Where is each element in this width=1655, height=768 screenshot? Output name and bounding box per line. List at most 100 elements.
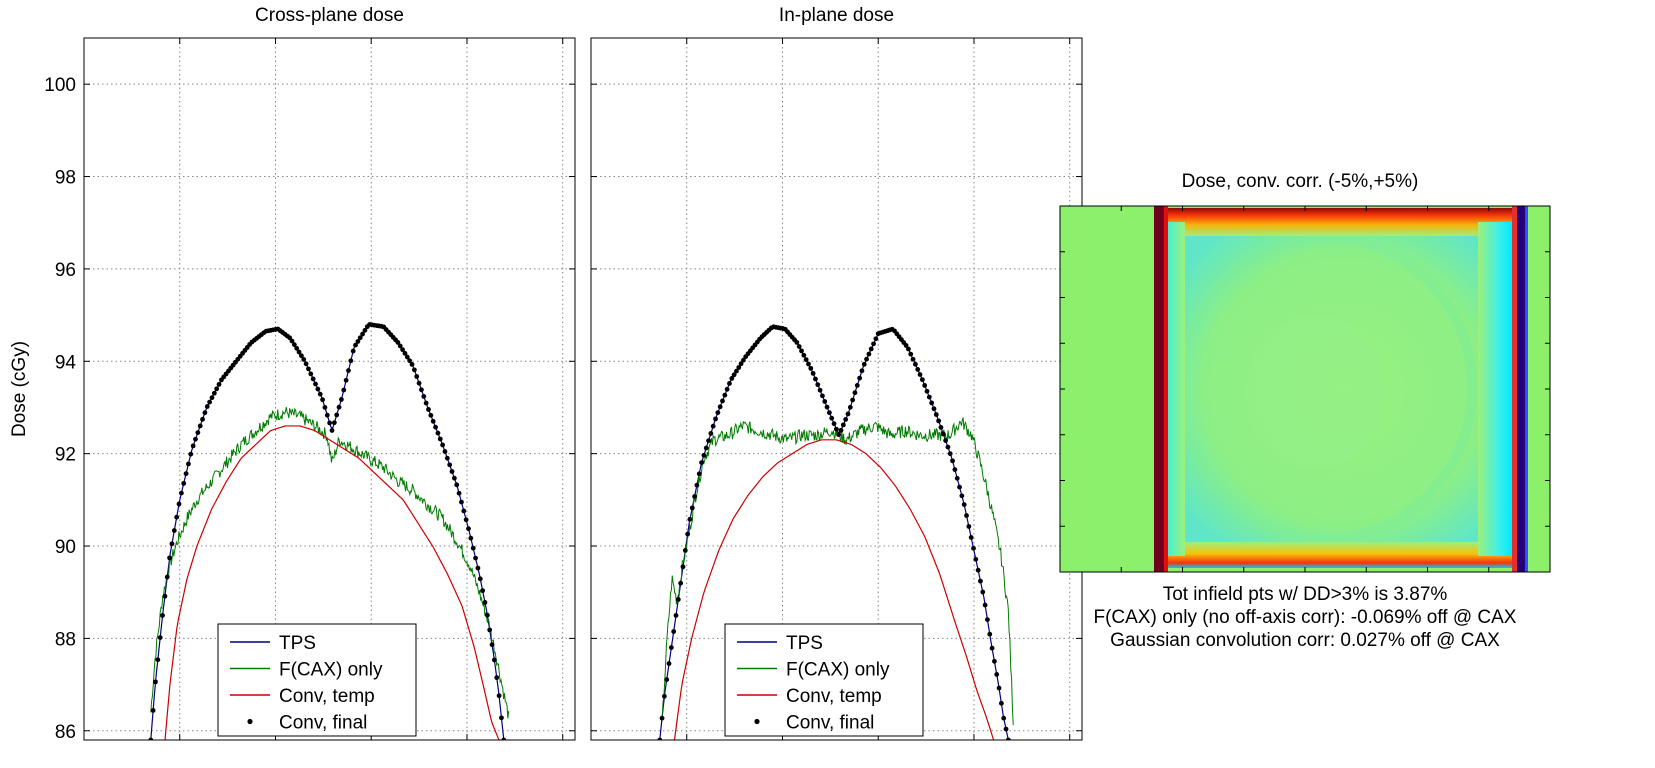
in-plane-conv-final-point	[673, 613, 679, 618]
cross-plane-conv-final-point	[428, 412, 434, 418]
in-plane-conv-final-point	[968, 535, 974, 540]
in-plane-conv-final-point	[827, 410, 832, 416]
cross-plane-conv-final-point	[188, 451, 194, 457]
in-plane-conv-final-point	[685, 531, 691, 537]
cross-plane-conv-final-point	[202, 410, 208, 416]
in-plane-conv-final-point	[668, 645, 674, 650]
cross-plane-conv-final-point	[501, 737, 507, 740]
stats-line-1: Tot infield pts w/ DD>3% is 3.87%	[1162, 584, 1448, 605]
cross-plane-conv-final-point	[348, 358, 354, 364]
cross-plane-conv-final-point	[416, 380, 422, 386]
cross-plane-panel: Cross-plane dose 86 88 90 92 94 96 98 100 TPS F(…	[44, 5, 576, 743]
in-plane-conv-final-point	[975, 567, 981, 573]
cross-plane-conv-final-point	[216, 381, 222, 387]
cross-plane-conv-final-point	[327, 420, 333, 426]
in-plane-conv-final-point	[824, 404, 830, 410]
in-plane-conv-final-point	[978, 578, 983, 584]
in-plane-conv-final-point	[696, 471, 702, 477]
in-plane-conv-final-point	[926, 394, 932, 400]
cross-plane-conv-final-point	[487, 627, 493, 633]
cross-plane-conv-final-point	[214, 386, 220, 392]
in-plane-conv-final-point	[701, 452, 707, 458]
y-tick-label: 94	[55, 352, 77, 373]
in-plane-conv-final-point	[661, 693, 667, 699]
heatmap-bottom-band	[1165, 542, 1517, 568]
in-plane-conv-final-point	[840, 422, 846, 428]
in-plane-conv-final-point	[815, 382, 821, 388]
in-plane-conv-final-point	[794, 340, 800, 345]
in-plane-legend-label: Conv, final	[786, 713, 874, 734]
in-plane-conv-final-point	[829, 415, 835, 421]
in-plane-conv-final-point	[799, 348, 804, 354]
in-plane-conv-final-point	[989, 645, 995, 651]
in-plane-conv-final-point	[850, 397, 856, 403]
in-plane-conv-final-point	[903, 343, 909, 348]
cross-plane-conv-final-point	[301, 357, 307, 362]
in-plane-conv-final-point	[678, 580, 684, 586]
in-plane-legend-marker	[754, 718, 760, 725]
in-plane-conv-final-point	[852, 390, 858, 396]
in-plane-conv-final-point	[922, 383, 928, 388]
in-plane-conv-final-point	[666, 661, 672, 666]
cross-plane-conv-final-point	[444, 455, 450, 461]
in-plane-conv-final-point	[675, 597, 681, 602]
cross-plane-conv-final-point	[289, 338, 295, 344]
in-plane-legend-label: Conv, temp	[786, 686, 882, 707]
cross-plane-conv-final-point	[475, 565, 481, 571]
cross-plane-conv-final-point	[176, 501, 182, 507]
in-plane-conv-final-point	[938, 425, 944, 430]
in-plane-conv-final-point	[845, 411, 851, 417]
in-plane-conv-final-point	[722, 392, 728, 398]
cross-plane-conv-final-point	[355, 339, 361, 344]
cross-plane-conv-final-point	[421, 394, 427, 399]
cross-plane-conv-final-point	[308, 371, 314, 377]
cross-plane-conv-final-point	[499, 715, 504, 721]
in-plane-conv-final-point	[961, 502, 967, 508]
cross-plane-conv-final-point	[473, 555, 478, 561]
in-plane-conv-final-point	[940, 431, 946, 437]
cross-plane-conv-final-point	[430, 418, 436, 424]
in-plane-conv-final-point	[1005, 737, 1011, 740]
cross-plane-conv-final-point	[200, 416, 205, 422]
cross-plane-conv-final-point	[148, 737, 154, 740]
in-plane-conv-final-point	[847, 404, 853, 410]
cross-plane-conv-final-point	[454, 482, 460, 488]
cross-plane-conv-final-point	[433, 424, 438, 430]
cross-plane-conv-final-point	[494, 675, 500, 681]
cross-plane-conv-final-point	[360, 331, 365, 337]
cross-plane-conv-final-point	[334, 412, 340, 418]
cross-plane-conv-final-point	[160, 613, 165, 618]
cross-plane-conv-final-point	[313, 381, 318, 387]
cross-plane-y-tick-labels: 86 88 90 92 94 96 98 100	[44, 75, 76, 743]
in-plane-conv-final-point	[980, 589, 986, 595]
in-plane-conv-final-point	[843, 417, 849, 422]
in-plane-conv-final-point	[687, 516, 693, 522]
cross-plane-conv-final-point	[470, 545, 476, 551]
in-plane-conv-final-point	[917, 372, 923, 377]
in-plane-conv-final-point	[873, 336, 879, 342]
cross-plane-conv-final-point	[339, 397, 344, 402]
cross-plane-conv-final-point	[477, 576, 483, 582]
in-plane-conv-final-point	[957, 484, 962, 490]
cross-plane-conv-final-point	[207, 399, 213, 405]
in-plane-conv-final-point	[959, 493, 965, 499]
in-plane-conv-final-point	[943, 438, 948, 443]
in-plane-conv-final-point	[734, 368, 739, 374]
cross-plane-conv-final-point	[426, 407, 431, 412]
cross-plane-conv-final-point	[419, 387, 424, 393]
cross-plane-conv-final-point	[329, 428, 335, 433]
stats-line-2: F(CAX) only (no off-axis corr): -0.069% …	[1093, 607, 1517, 628]
in-plane-conv-final-point	[915, 367, 921, 372]
cross-plane-conv-final-point	[303, 361, 309, 367]
cross-plane-legend-label: TPS	[279, 633, 316, 654]
cross-plane-conv-final-point	[400, 347, 405, 353]
in-plane-conv-final-point	[659, 715, 665, 721]
in-plane-conv-final-point	[831, 421, 837, 427]
cross-plane-conv-final-point	[423, 400, 429, 406]
cross-plane-conv-final-point	[435, 430, 441, 436]
in-plane-conv-final-point	[910, 356, 916, 362]
in-plane-conv-final-point	[987, 631, 993, 637]
in-plane-legend: TPS F(CAX) only Conv, temp Conv, final	[724, 623, 924, 737]
cross-plane-legend: TPS F(CAX) only Conv, temp Conv, final	[217, 623, 417, 737]
